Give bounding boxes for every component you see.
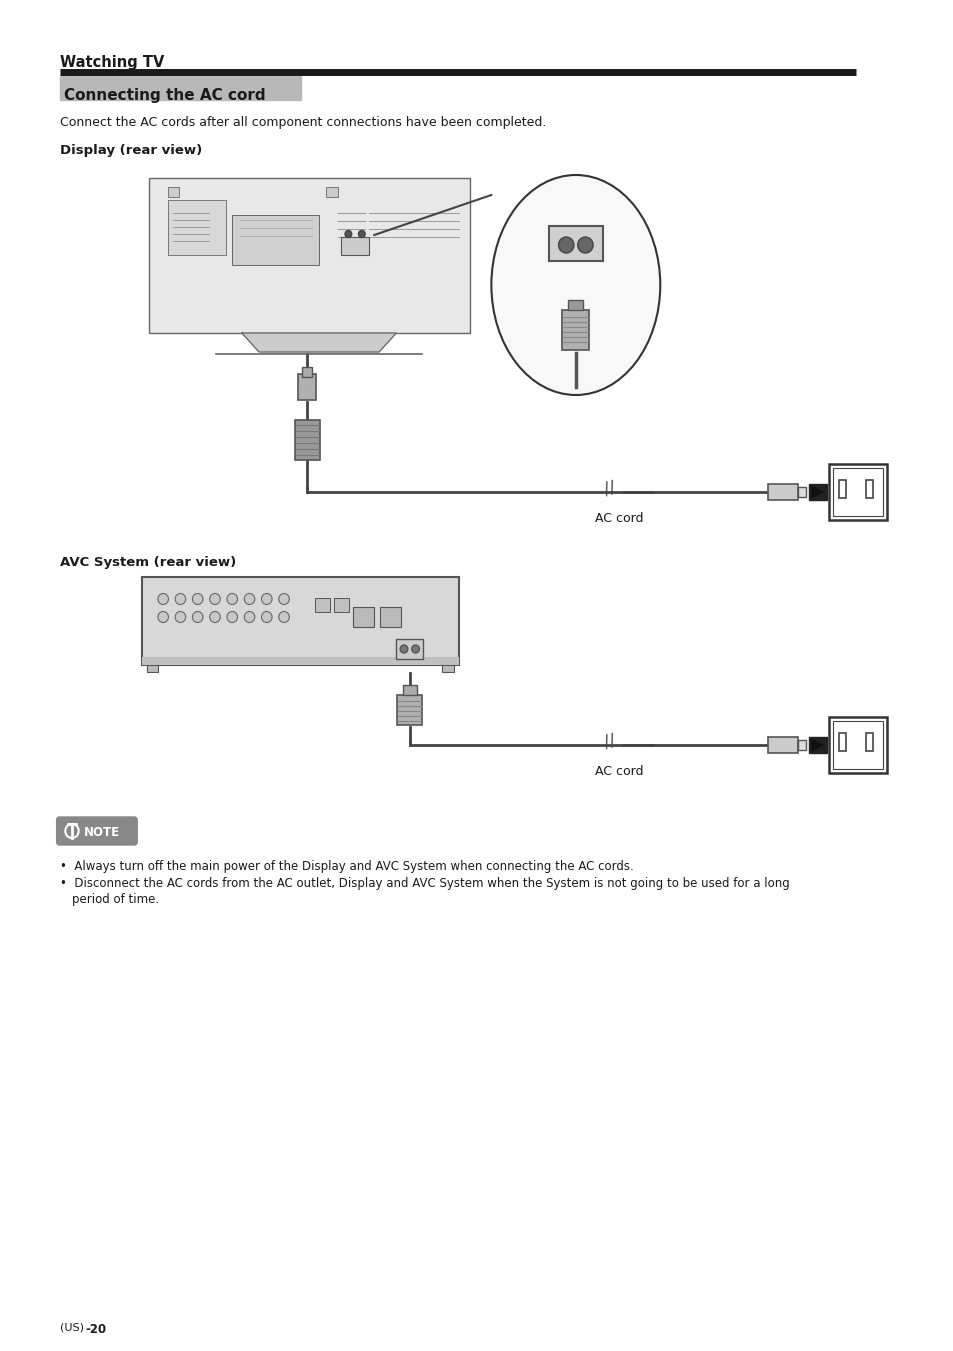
Text: period of time.: period of time. [71, 893, 159, 907]
Bar [798, 740, 805, 750]
Text: •  Disconnect the AC cords from the AC outlet, Display and AVC System when the S: • Disconnect the AC cords from the AC ou… [59, 877, 788, 890]
Circle shape [227, 612, 237, 623]
Bar [326, 186, 337, 197]
Bar [294, 420, 319, 459]
Text: Connect the AC cords after all component connections have been completed.: Connect the AC cords after all component… [59, 116, 545, 128]
Bar [353, 607, 374, 627]
Bar [403, 685, 416, 694]
Circle shape [244, 593, 254, 604]
Bar [838, 734, 845, 751]
Bar [379, 607, 400, 627]
FancyBboxPatch shape [59, 76, 301, 100]
Text: Display (rear view): Display (rear view) [59, 145, 201, 157]
Circle shape [157, 612, 169, 623]
Circle shape [412, 644, 419, 653]
Bar [832, 721, 882, 769]
Circle shape [175, 612, 186, 623]
Polygon shape [242, 332, 395, 353]
Bar [767, 484, 798, 500]
Circle shape [261, 593, 272, 604]
Circle shape [175, 593, 186, 604]
Circle shape [244, 612, 254, 623]
Bar [142, 577, 458, 665]
Ellipse shape [491, 176, 659, 394]
Circle shape [578, 236, 593, 253]
Bar [568, 300, 583, 309]
Bar [168, 186, 179, 197]
Bar [864, 480, 872, 499]
Bar [168, 200, 225, 255]
Text: •  Always turn off the main power of the Display and AVC System when connecting : • Always turn off the main power of the … [59, 861, 633, 873]
Circle shape [358, 231, 365, 238]
Polygon shape [808, 738, 826, 753]
Bar [149, 178, 470, 332]
Bar [798, 486, 805, 497]
Bar [442, 665, 454, 671]
Circle shape [278, 612, 289, 623]
Bar [142, 657, 458, 665]
Text: AC cord: AC cord [594, 512, 642, 526]
Bar [232, 215, 318, 265]
Bar [828, 463, 886, 520]
Bar [838, 480, 845, 499]
Circle shape [65, 824, 78, 838]
Circle shape [261, 612, 272, 623]
Circle shape [227, 593, 237, 604]
Text: //: // [601, 731, 617, 751]
Circle shape [399, 644, 408, 653]
Bar [302, 367, 312, 377]
Text: //: // [601, 478, 617, 499]
Circle shape [345, 231, 352, 238]
Text: (US): (US) [59, 1323, 84, 1333]
Circle shape [193, 593, 203, 604]
Text: Connecting the AC cord: Connecting the AC cord [64, 88, 266, 103]
Bar [334, 598, 349, 612]
Bar [561, 309, 589, 350]
Text: AC cord: AC cord [594, 765, 642, 778]
Bar [396, 694, 422, 725]
Bar [828, 717, 886, 773]
Bar [395, 639, 423, 659]
Circle shape [210, 612, 220, 623]
Circle shape [558, 236, 574, 253]
Bar [548, 226, 602, 261]
Circle shape [193, 612, 203, 623]
Circle shape [157, 593, 169, 604]
Circle shape [278, 593, 289, 604]
Bar [298, 374, 315, 400]
Bar [314, 598, 330, 612]
Text: -20: -20 [86, 1323, 107, 1336]
Polygon shape [808, 484, 826, 500]
Text: NOTE: NOTE [84, 825, 119, 839]
Bar [864, 734, 872, 751]
Circle shape [210, 593, 220, 604]
Bar [832, 467, 882, 516]
FancyBboxPatch shape [56, 817, 137, 844]
Bar [767, 738, 798, 753]
Bar [147, 665, 158, 671]
Text: Watching TV: Watching TV [59, 55, 164, 70]
Text: AVC System (rear view): AVC System (rear view) [59, 557, 235, 569]
Bar [340, 236, 369, 255]
